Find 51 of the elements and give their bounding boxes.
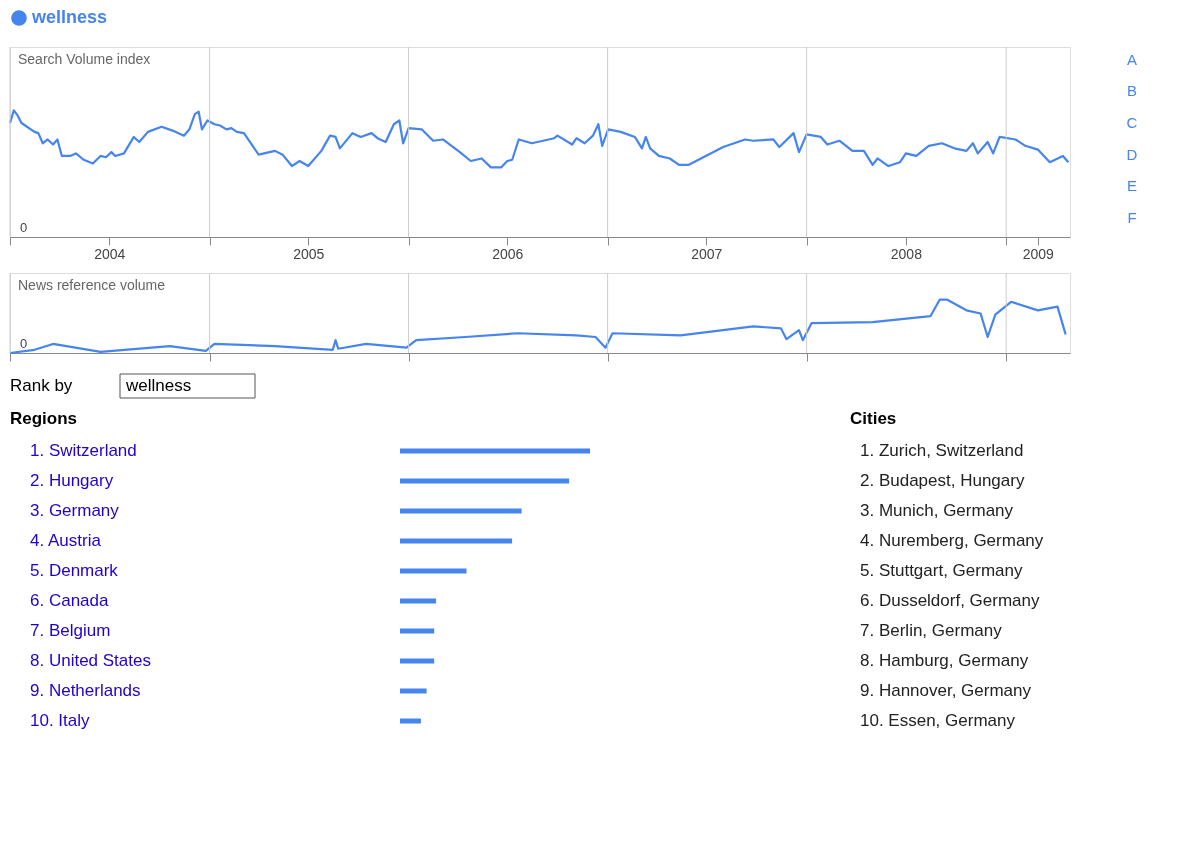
x-tick-label: 2008 xyxy=(890,245,923,262)
y-tick-label: 9. Netherlands xyxy=(30,681,141,700)
text: 5. Stuttgart, Germany xyxy=(860,561,1024,580)
annotation: 0 xyxy=(20,220,28,235)
bar xyxy=(400,628,435,634)
annotation: 0 xyxy=(20,336,28,351)
bar xyxy=(400,508,522,514)
bar xyxy=(400,598,437,604)
y-tick-label: 6. Canada xyxy=(30,591,109,610)
x-tick-label: 2009 xyxy=(1022,245,1055,262)
y-tick-label: 10. Italy xyxy=(30,711,91,730)
text: B xyxy=(1126,82,1138,100)
text: 2. Budapest, Hungary xyxy=(860,471,1025,490)
y-tick-label: 3. Germany xyxy=(30,501,120,520)
y-axis-title: News reference volume xyxy=(18,277,166,293)
text: Rank by xyxy=(10,376,73,395)
text: 6. Dusseldorf, Germany xyxy=(860,591,1041,610)
legend-label: wellness xyxy=(31,7,108,27)
text: 3. Munich, Germany xyxy=(860,501,1014,520)
bar xyxy=(400,568,467,574)
y-tick-label: 5. Denmark xyxy=(30,561,119,580)
bar xyxy=(400,688,427,694)
y-tick-label: 2. Hungary xyxy=(30,471,114,490)
bar xyxy=(400,478,570,484)
text: A xyxy=(1126,50,1138,68)
y-axis-title: Search Volume index xyxy=(18,51,151,67)
bar xyxy=(400,538,513,544)
text: 9. Hannover, Germany xyxy=(860,681,1032,700)
text: E xyxy=(1126,177,1138,195)
x-tick-label: 2007 xyxy=(691,245,723,262)
text: Cities xyxy=(850,409,897,428)
x-tick-label: 2006 xyxy=(492,245,524,262)
text: wellness xyxy=(125,376,192,395)
text: 8. Hamburg, Germany xyxy=(860,651,1029,670)
text: C xyxy=(1126,114,1138,131)
bar xyxy=(400,448,590,454)
text: Regions xyxy=(10,409,78,428)
text: 1. Zurich, Switzerland xyxy=(860,441,1024,460)
y-tick-label: 4. Austria xyxy=(30,531,102,550)
x-tick-label: 2004 xyxy=(94,245,126,262)
x-tick-label: 2005 xyxy=(293,245,325,262)
text: F xyxy=(1127,209,1137,226)
text: 7. Berlin, Germany xyxy=(860,621,1003,640)
y-tick-label: 7. Belgium xyxy=(30,621,111,640)
text: D xyxy=(1126,145,1138,163)
text: 10. Essen, Germany xyxy=(860,711,1016,730)
bar xyxy=(400,658,435,664)
text: 4. Nuremberg, Germany xyxy=(860,531,1044,550)
y-tick-label: 8. United States xyxy=(30,651,151,670)
y-tick-label: 1. Switzerland xyxy=(30,441,137,460)
bar xyxy=(400,718,421,724)
